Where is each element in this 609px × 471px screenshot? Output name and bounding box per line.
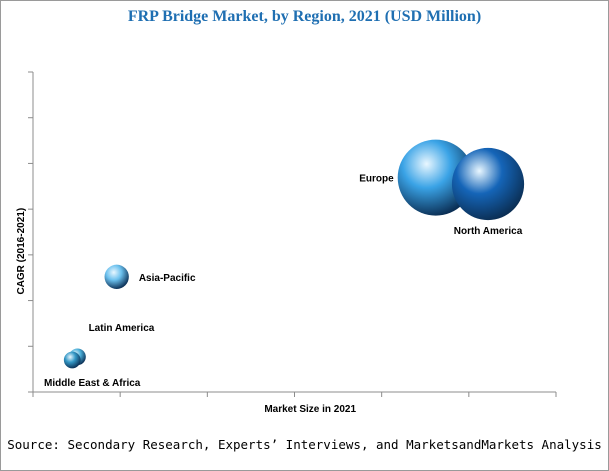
bubble-label-europe: Europe (359, 174, 394, 185)
bubbles (63, 139, 525, 369)
y-axis-label: CAGR (2016-2021) (16, 208, 27, 295)
chart-title: FRP Bridge Market, by Region, 2021 (USD … (127, 8, 482, 25)
bubble-labels: Europe North America Asia-Pacific Latin Ame… (44, 174, 523, 389)
bubble-label-north-america: North America (454, 226, 523, 237)
bubble-middle-east-africa (63, 351, 81, 369)
x-axis-label: Market Size in 2021 (264, 404, 356, 415)
bubble-asia-pacific (104, 264, 129, 289)
bubble-north-america (451, 147, 525, 221)
bubble-label-asia-pacific: Asia-Pacific (139, 273, 196, 284)
axis-ticks (28, 71, 557, 397)
source-note: Source: Secondary Research, Experts’ Int… (7, 437, 602, 452)
axes (28, 71, 557, 397)
bubble-label-latin-america: Latin America (89, 323, 155, 334)
bubble-label-middle-east-africa: Middle East & Africa (44, 378, 141, 389)
